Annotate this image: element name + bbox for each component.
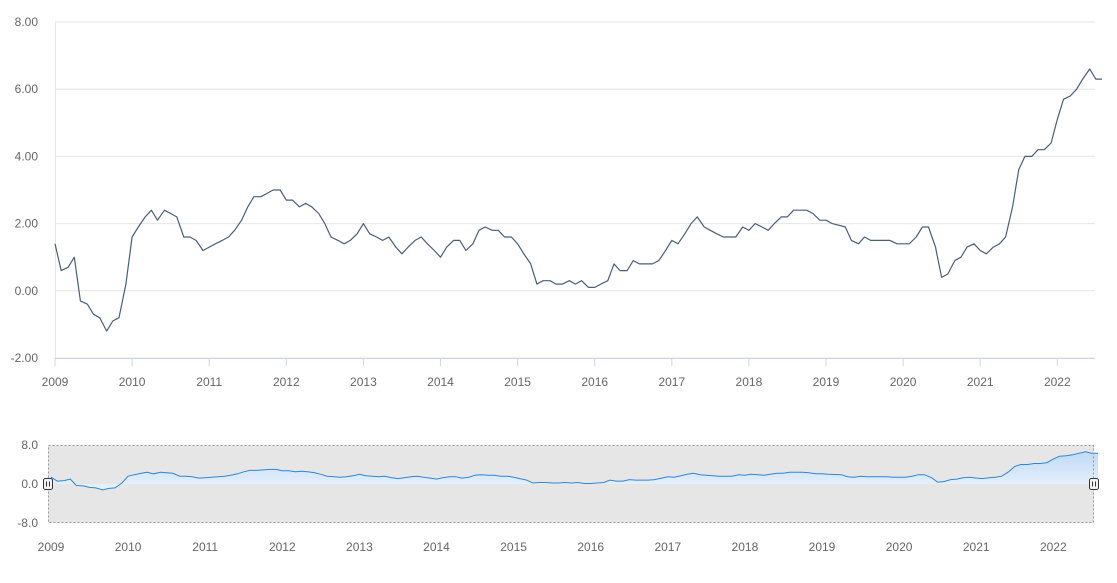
navigator-x-tick-label: 2015: [500, 540, 527, 554]
handle-grip[interactable]: [43, 478, 53, 490]
x-tick-label: 2019: [813, 375, 840, 389]
navigator-x-tick-label: 2017: [654, 540, 681, 554]
x-tick-label: 2013: [350, 375, 377, 389]
navigator-x-tick-label: 2014: [423, 540, 450, 554]
navigator-left-handle[interactable]: [43, 478, 53, 490]
y-tick-label: 8.00: [15, 15, 39, 29]
navigator-x-tick-label: 2019: [809, 540, 836, 554]
navigator-y-tick-label: 0.0: [21, 477, 38, 491]
navigator-y-tick-label: 8.0: [21, 438, 38, 452]
main-grid: [55, 21, 1095, 359]
navigator-right-handle[interactable]: [1089, 478, 1099, 490]
x-tick-label: 2016: [581, 375, 608, 389]
x-tick-label: 2021: [967, 375, 994, 389]
navigator-x-tick-label: 2009: [38, 540, 65, 554]
navigator-x-tick-label: 2012: [269, 540, 296, 554]
navigator-x-tick-label: 2013: [346, 540, 373, 554]
navigator-x-tick-label: 2016: [577, 540, 604, 554]
navigator-x-tick-labels: 2009 2010 2011 2012 2013 2014 2015 2016 2017 2018…: [38, 540, 1067, 554]
y-tick-label: 0.00: [15, 284, 39, 298]
navigator-x-tick-label: 2018: [732, 540, 759, 554]
x-tick-label: 2018: [736, 375, 763, 389]
x-tick-label: 2012: [273, 375, 300, 389]
x-tick-label: 2010: [119, 375, 146, 389]
navigator-x-tick-label: 2020: [886, 540, 913, 554]
navigator-series-group: [50, 451, 1098, 491]
navigator-x-tick-label: 2011: [192, 540, 218, 554]
navigator-x-tick-label: 2010: [115, 540, 142, 554]
navigator[interactable]: -8.00.08.0 2009 2010 2011 2012 2013 2014 2015 2…: [17, 438, 1099, 554]
y-tick-label: 2.00: [15, 217, 39, 231]
navigator-area: [51, 451, 1098, 490]
main-x-axis: [54, 22, 1095, 366]
navigator-x-tick-label: 2022: [1040, 540, 1067, 554]
y-tick-label: 4.00: [15, 149, 39, 163]
navigator-x-tick-label: 2021: [963, 540, 990, 554]
navigator-line: [50, 451, 1098, 491]
x-tick-label: 2020: [890, 375, 917, 389]
x-tick-label: 2015: [504, 375, 531, 389]
navigator-y-tick-label: -8.0: [17, 516, 38, 530]
x-tick-label: 2009: [42, 375, 69, 389]
x-tick-label: 2017: [658, 375, 685, 389]
main-x-tick-labels: 2009 2010 2011 2012 2013 2014 2015 2016 2017 2018…: [42, 375, 1071, 389]
series-line: [54, 68, 1102, 332]
y-tick-label: -2.00: [11, 351, 39, 365]
x-tick-label: 2022: [1044, 375, 1071, 389]
handle-grip[interactable]: [1089, 478, 1099, 490]
main-y-tick-labels: -2.00 0.00 2.00 4.00 6.00 8.00: [11, 15, 39, 365]
x-tick-label: 2011: [196, 375, 222, 389]
main-series-group: [54, 68, 1102, 332]
y-tick-label: 6.00: [15, 82, 39, 96]
x-tick-label: 2014: [427, 375, 454, 389]
navigator-y-tick-labels: -8.0 0.0 8.0: [17, 438, 38, 530]
navigator-handles[interactable]: [43, 478, 1099, 490]
